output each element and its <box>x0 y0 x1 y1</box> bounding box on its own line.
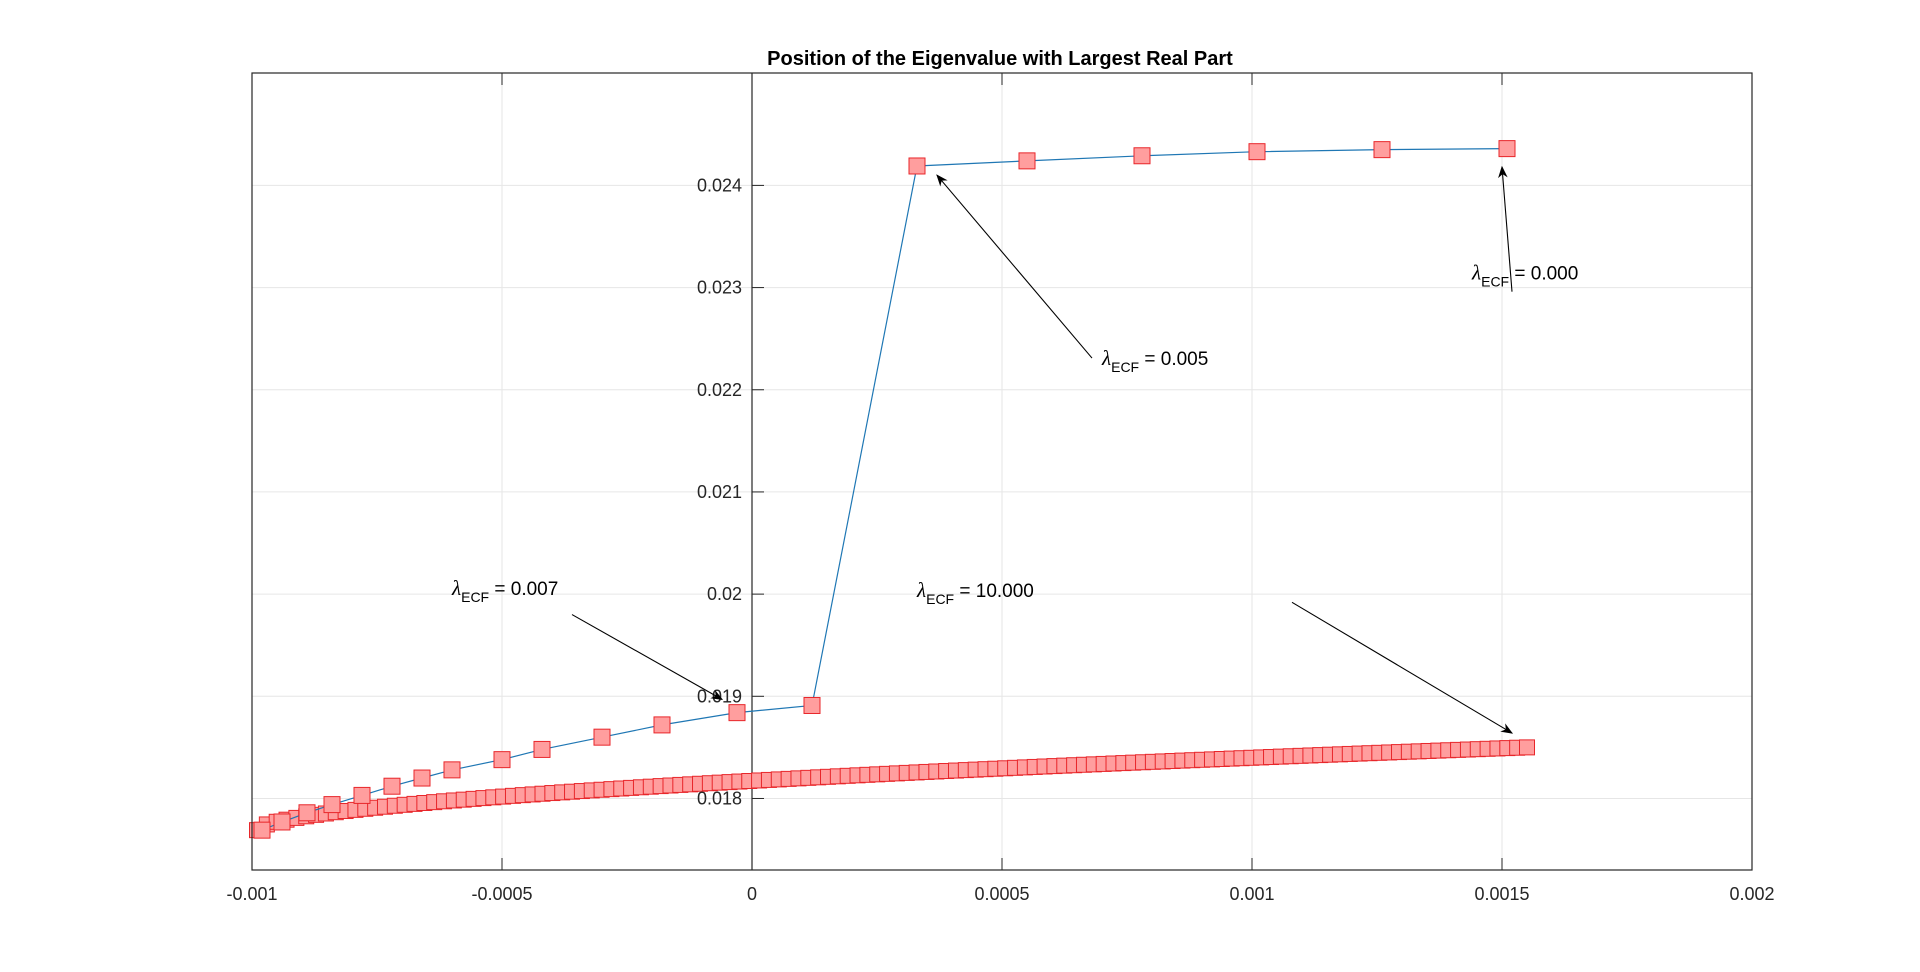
x-tick-label: 0.001 <box>1229 884 1274 904</box>
data-point <box>728 704 746 722</box>
data-point <box>908 157 926 175</box>
annotation-symbol: λ <box>1471 260 1481 284</box>
data-point <box>653 716 671 734</box>
y-tick-label: 0.018 <box>697 788 742 808</box>
y-tick-label: 0.023 <box>697 278 742 298</box>
annotation-symbol: λ <box>916 578 926 602</box>
annotation-label: λECF = 0.000 <box>1471 260 1578 289</box>
data-point <box>593 728 611 746</box>
annotation-arrow <box>571 614 724 700</box>
data-point <box>1519 739 1535 756</box>
plot-frame <box>251 72 1753 871</box>
annotation-label: λECF = 0.005 <box>1101 346 1208 375</box>
x-tick-label: 0.002 <box>1729 884 1774 904</box>
x-tick-label: -0.0005 <box>471 884 532 904</box>
y-tick-label: 0.022 <box>697 380 742 400</box>
data-point <box>493 751 511 769</box>
annotation-subscript: ECF <box>461 589 489 605</box>
x-tick-label: 0.0005 <box>974 884 1029 904</box>
annotation-arrow <box>1291 601 1514 734</box>
annotation-subscript: ECF <box>1481 273 1509 289</box>
data-point <box>253 821 271 839</box>
chart-title: Position of the Eigenvalue with Largest … <box>767 48 1233 70</box>
annotation-value: = 10.000 <box>954 581 1034 602</box>
data-point <box>1248 143 1266 161</box>
data-point <box>353 786 371 804</box>
annotation-value: = 0.000 <box>1509 263 1578 284</box>
annotation-arrow <box>1498 165 1513 292</box>
annotation-arrow <box>936 174 1093 359</box>
data-point <box>298 804 316 822</box>
annotation-symbol: λ <box>1101 346 1111 370</box>
data-point <box>443 761 461 779</box>
annotation-value: = 0.007 <box>489 579 558 600</box>
y-tick-label: 0.024 <box>697 175 742 195</box>
data-point <box>1498 140 1516 158</box>
data-point <box>413 769 431 787</box>
annotation-value: = 0.005 <box>1139 349 1208 370</box>
annotation-symbol: λ <box>451 576 461 600</box>
y-tick-label: 0.02 <box>707 584 742 604</box>
data-point <box>383 777 401 795</box>
data-point <box>1133 147 1151 165</box>
data-point <box>273 813 291 831</box>
annotation-label: λECF = 0.007 <box>451 576 558 605</box>
data-point <box>1373 141 1391 159</box>
data-point <box>323 796 341 814</box>
data-point <box>803 696 821 714</box>
data-point <box>1018 152 1036 170</box>
annotation-subscript: ECF <box>1111 359 1139 375</box>
x-tick-label: -0.001 <box>226 884 277 904</box>
annotation-subscript: ECF <box>926 591 954 607</box>
annotation-label: λECF = 10.000 <box>916 578 1034 607</box>
y-tick-label: 0.021 <box>697 482 742 502</box>
x-tick-label: 0.0015 <box>1474 884 1529 904</box>
data-layer <box>249 140 1535 839</box>
x-tick-labels: -0.001 -0.0005 0 0.0005 0.001 0.0015 0.002 <box>226 884 1774 904</box>
x-tick-label: 0 <box>747 884 757 904</box>
data-point <box>533 740 551 758</box>
